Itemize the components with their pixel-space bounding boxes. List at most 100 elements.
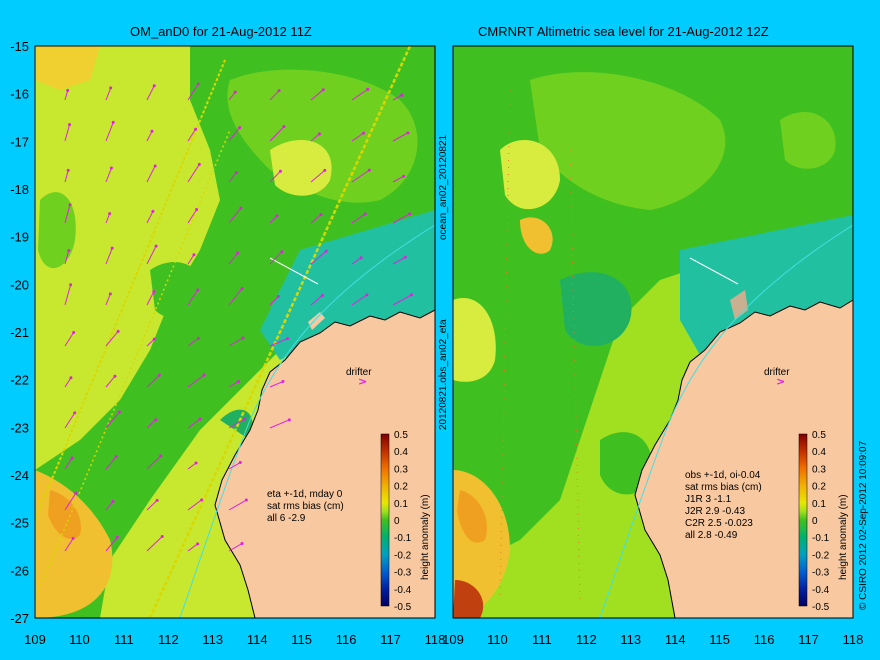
velocity-arrow xyxy=(187,164,200,183)
velocity-arrow-head xyxy=(365,293,369,297)
stats-line: J1R 3 -1.1 xyxy=(685,494,732,505)
velocity-arrow-head xyxy=(366,87,370,91)
velocity-arrow xyxy=(187,337,199,347)
colorbar-tick-label: 0.2 xyxy=(394,482,408,493)
colorbar-tick-label: 0.5 xyxy=(394,430,408,441)
velocity-vectors xyxy=(64,82,413,552)
velocity-arrow xyxy=(269,296,279,306)
velocity-arrow xyxy=(146,165,156,183)
velocity-arrow-head xyxy=(69,283,73,287)
velocity-arrow xyxy=(105,293,111,306)
y-tick-label: -21 xyxy=(10,325,29,340)
velocity-arrow-head xyxy=(114,455,118,459)
velocity-arrow xyxy=(269,126,285,142)
velocity-arrow-head xyxy=(68,123,72,127)
left-drifter-marker: drifter > xyxy=(346,367,372,388)
velocity-arrow-head xyxy=(276,294,280,298)
velocity-arrow-head xyxy=(236,251,240,255)
velocity-arrow xyxy=(228,462,241,470)
velocity-arrow xyxy=(64,284,72,306)
velocity-arrow xyxy=(105,213,111,224)
velocity-arrow xyxy=(105,375,116,388)
velocity-arrow-head xyxy=(151,209,155,213)
velocity-arrow-head xyxy=(69,376,73,380)
velocity-arrow-head xyxy=(195,208,199,212)
velocity-arrow-head xyxy=(111,120,115,124)
velocity-arrow-head xyxy=(286,337,290,341)
right-colorbar-label: height anomaly (m) xyxy=(838,494,849,580)
velocity-arrow xyxy=(187,254,195,265)
x-tick-label: 110 xyxy=(487,632,508,647)
velocity-arrow xyxy=(64,492,77,511)
stats-line: sat rms bias (cm) xyxy=(685,482,762,493)
velocity-arrow-head xyxy=(243,417,247,421)
colorbar-tick-label: -0.4 xyxy=(812,585,830,596)
x-tick-label: 118 xyxy=(843,632,864,647)
x-tick-label: 117 xyxy=(380,632,401,647)
velocity-arrow xyxy=(146,130,153,142)
velocity-arrow-head xyxy=(200,498,204,502)
velocity-arrow-head xyxy=(319,213,323,217)
velocity-arrow-head xyxy=(238,126,242,130)
velocity-arrow xyxy=(228,499,247,511)
velocity-arrow-head xyxy=(196,288,200,292)
x-tick-label: 113 xyxy=(620,632,641,647)
right-x-axis: 109 110 111 112 113 114 115 116 117 118 xyxy=(442,632,863,647)
velocity-arrow-head xyxy=(408,212,412,216)
velocity-arrow xyxy=(351,169,370,183)
velocity-arrow xyxy=(146,374,160,388)
velocity-arrow-head xyxy=(67,249,71,253)
y-tick-label: -25 xyxy=(10,516,29,531)
velocity-arrow-head xyxy=(282,125,286,129)
velocity-arrow xyxy=(269,251,283,265)
velocity-arrow xyxy=(228,543,243,552)
stats-line: all 6 -2.9 xyxy=(267,513,306,524)
stats-line: all 2.8 -0.49 xyxy=(685,530,738,541)
x-tick-label: 113 xyxy=(202,632,223,647)
y-tick-label: -27 xyxy=(10,611,29,626)
velocity-arrow-head xyxy=(367,168,371,172)
velocity-arrow-head xyxy=(196,336,200,340)
velocity-arrow-head xyxy=(108,292,112,296)
velocity-arrow xyxy=(228,172,237,183)
velocity-arrow xyxy=(392,294,412,306)
velocity-arrow-head xyxy=(72,331,76,335)
velocity-arrow-head xyxy=(406,131,410,135)
colorbar-tick-label: 0.1 xyxy=(812,499,826,510)
y-tick-label: -18 xyxy=(10,182,29,197)
velocity-arrow-head xyxy=(111,500,115,504)
x-tick-label: 117 xyxy=(798,632,819,647)
velocity-arrow-head xyxy=(363,212,367,216)
velocity-arrow xyxy=(146,455,162,470)
velocity-arrow-head xyxy=(109,166,113,170)
velocity-arrow-head xyxy=(240,542,244,546)
velocity-arrow xyxy=(146,85,155,101)
y-tick-label: -26 xyxy=(10,563,29,578)
svg-text:>: > xyxy=(776,375,785,388)
colorbar-tick-label: 0 xyxy=(394,516,400,527)
svg-text:drifter: drifter xyxy=(346,367,372,378)
right-map xyxy=(453,46,853,618)
velocity-arrow-head xyxy=(150,129,154,133)
y-tick-label: -15 xyxy=(10,39,29,54)
colorbar-tick-label: 0.4 xyxy=(812,447,826,458)
velocity-arrow xyxy=(310,170,326,183)
velocity-arrow-head xyxy=(71,536,75,540)
colorbar-tick-label: 0.2 xyxy=(812,482,826,493)
velocity-arrow xyxy=(105,167,112,183)
velocity-arrow xyxy=(228,127,240,142)
velocity-arrow xyxy=(310,214,322,224)
velocity-arrow xyxy=(310,89,324,101)
x-tick-label: 114 xyxy=(665,632,686,647)
velocity-arrow xyxy=(228,381,239,388)
velocity-arrow-head xyxy=(196,542,200,546)
y-tick-label: -24 xyxy=(10,468,29,483)
velocity-arrow-head xyxy=(233,90,237,94)
velocity-arrow-head xyxy=(70,456,74,460)
velocity-arrow-head xyxy=(275,214,279,218)
velocity-arrow xyxy=(64,250,70,265)
velocity-arrow-head xyxy=(402,174,406,178)
left-map-title: OM_anD0 for 21-Aug-2012 11Z xyxy=(130,24,312,39)
x-tick-label: 111 xyxy=(114,632,134,647)
velocity-arrow xyxy=(310,294,323,306)
